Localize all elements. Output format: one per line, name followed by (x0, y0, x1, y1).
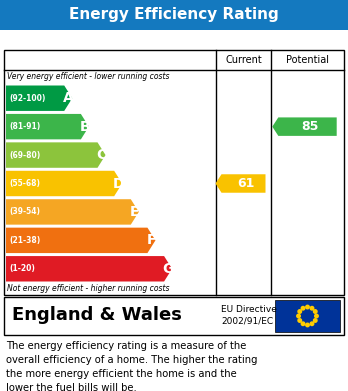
Text: (39-54): (39-54) (9, 208, 40, 217)
Text: (55-68): (55-68) (9, 179, 40, 188)
Text: B: B (80, 120, 90, 134)
Circle shape (298, 310, 301, 313)
Text: Energy Efficiency Rating: Energy Efficiency Rating (69, 7, 279, 23)
Circle shape (310, 307, 314, 310)
Polygon shape (6, 228, 156, 253)
Text: G: G (163, 262, 174, 276)
Polygon shape (6, 142, 105, 168)
Text: (92-100): (92-100) (9, 94, 45, 103)
Polygon shape (272, 117, 337, 136)
Circle shape (297, 314, 300, 318)
Circle shape (301, 322, 305, 326)
Polygon shape (6, 256, 172, 282)
Text: 61: 61 (237, 177, 254, 190)
Circle shape (306, 323, 309, 327)
Circle shape (315, 314, 318, 318)
Polygon shape (6, 86, 72, 111)
Text: The energy efficiency rating is a measure of the
overall efficiency of a home. T: The energy efficiency rating is a measur… (6, 341, 258, 391)
Circle shape (310, 322, 314, 326)
Text: (69-80): (69-80) (9, 151, 40, 160)
Polygon shape (215, 174, 266, 193)
Bar (4, 50, 344, 295)
Bar (4, 297, 344, 335)
Text: D: D (112, 176, 124, 190)
Circle shape (314, 319, 317, 322)
Text: Not energy efficient - higher running costs: Not energy efficient - higher running co… (7, 284, 169, 293)
Text: Potential: Potential (286, 55, 329, 65)
Bar (275, 300, 340, 332)
Bar (0, 0, 348, 30)
Text: F: F (147, 233, 156, 248)
Text: (1-20): (1-20) (9, 264, 35, 273)
Circle shape (301, 307, 305, 310)
Text: England & Wales: England & Wales (12, 306, 182, 324)
Text: (21-38): (21-38) (9, 236, 40, 245)
Text: C: C (96, 148, 106, 162)
Text: 85: 85 (301, 120, 318, 133)
Text: Current: Current (225, 55, 262, 65)
Circle shape (314, 310, 317, 313)
Text: E: E (130, 205, 140, 219)
Polygon shape (6, 114, 89, 139)
Text: (81-91): (81-91) (9, 122, 40, 131)
Polygon shape (6, 199, 139, 225)
Polygon shape (6, 171, 122, 196)
Circle shape (306, 305, 309, 309)
Text: Very energy efficient - lower running costs: Very energy efficient - lower running co… (7, 72, 169, 81)
Text: EU Directive
2002/91/EC: EU Directive 2002/91/EC (221, 305, 277, 325)
Text: A: A (63, 91, 74, 105)
Circle shape (298, 319, 301, 322)
